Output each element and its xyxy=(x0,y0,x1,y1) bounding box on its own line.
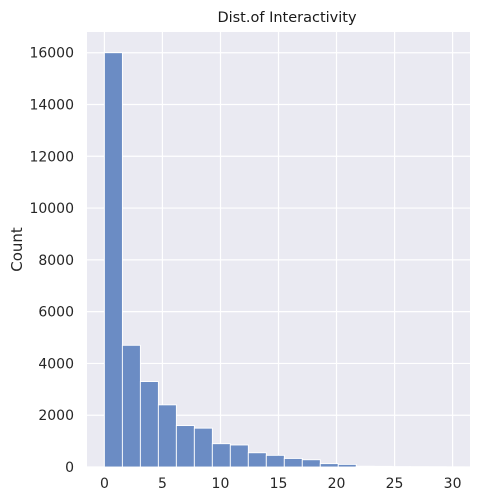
y-tick-label: 10000 xyxy=(29,201,74,217)
y-tick-label: 6000 xyxy=(38,305,74,321)
y-tick-label: 0 xyxy=(65,460,74,476)
chart-title: Dist.of Interactivity xyxy=(217,10,357,26)
histogram-bar xyxy=(373,465,393,468)
x-axis-ticks: 0 5 10 15 20 25 30 xyxy=(100,476,462,492)
histogram-bar xyxy=(139,381,159,468)
histogram-bar xyxy=(229,444,249,468)
histogram-bar xyxy=(247,452,267,468)
x-tick-label: 20 xyxy=(328,476,346,492)
histogram-bar xyxy=(337,463,357,468)
histogram-bar xyxy=(283,458,303,468)
y-axis-label: Count xyxy=(8,227,26,272)
x-tick-label: 5 xyxy=(158,476,167,492)
histogram-bar xyxy=(211,443,231,468)
y-axis-ticks: 0 2000 4000 6000 8000 10000 12000 14000 16000 xyxy=(29,46,74,476)
y-tick-label: 2000 xyxy=(38,408,74,424)
y-tick-label: 4000 xyxy=(38,356,74,372)
x-tick-label: 30 xyxy=(444,476,462,492)
histogram-bar xyxy=(301,459,321,468)
histogram-bar xyxy=(103,52,123,468)
x-tick-label: 0 xyxy=(100,476,109,492)
histogram-bar xyxy=(355,465,375,468)
histogram-bar xyxy=(193,427,213,468)
x-tick-label: 10 xyxy=(212,476,230,492)
y-tick-label: 8000 xyxy=(38,253,74,269)
x-tick-label: 25 xyxy=(386,476,404,492)
histogram-bars xyxy=(103,52,465,468)
x-tick-label: 15 xyxy=(270,476,288,492)
histogram-bar xyxy=(319,463,339,468)
y-tick-label: 14000 xyxy=(29,98,74,114)
y-tick-label: 12000 xyxy=(29,149,74,165)
histogram-bar xyxy=(121,344,141,468)
histogram-bar xyxy=(157,404,177,468)
histogram-bar xyxy=(175,425,195,468)
y-tick-label: 16000 xyxy=(29,46,74,62)
histogram-bar xyxy=(265,454,285,468)
